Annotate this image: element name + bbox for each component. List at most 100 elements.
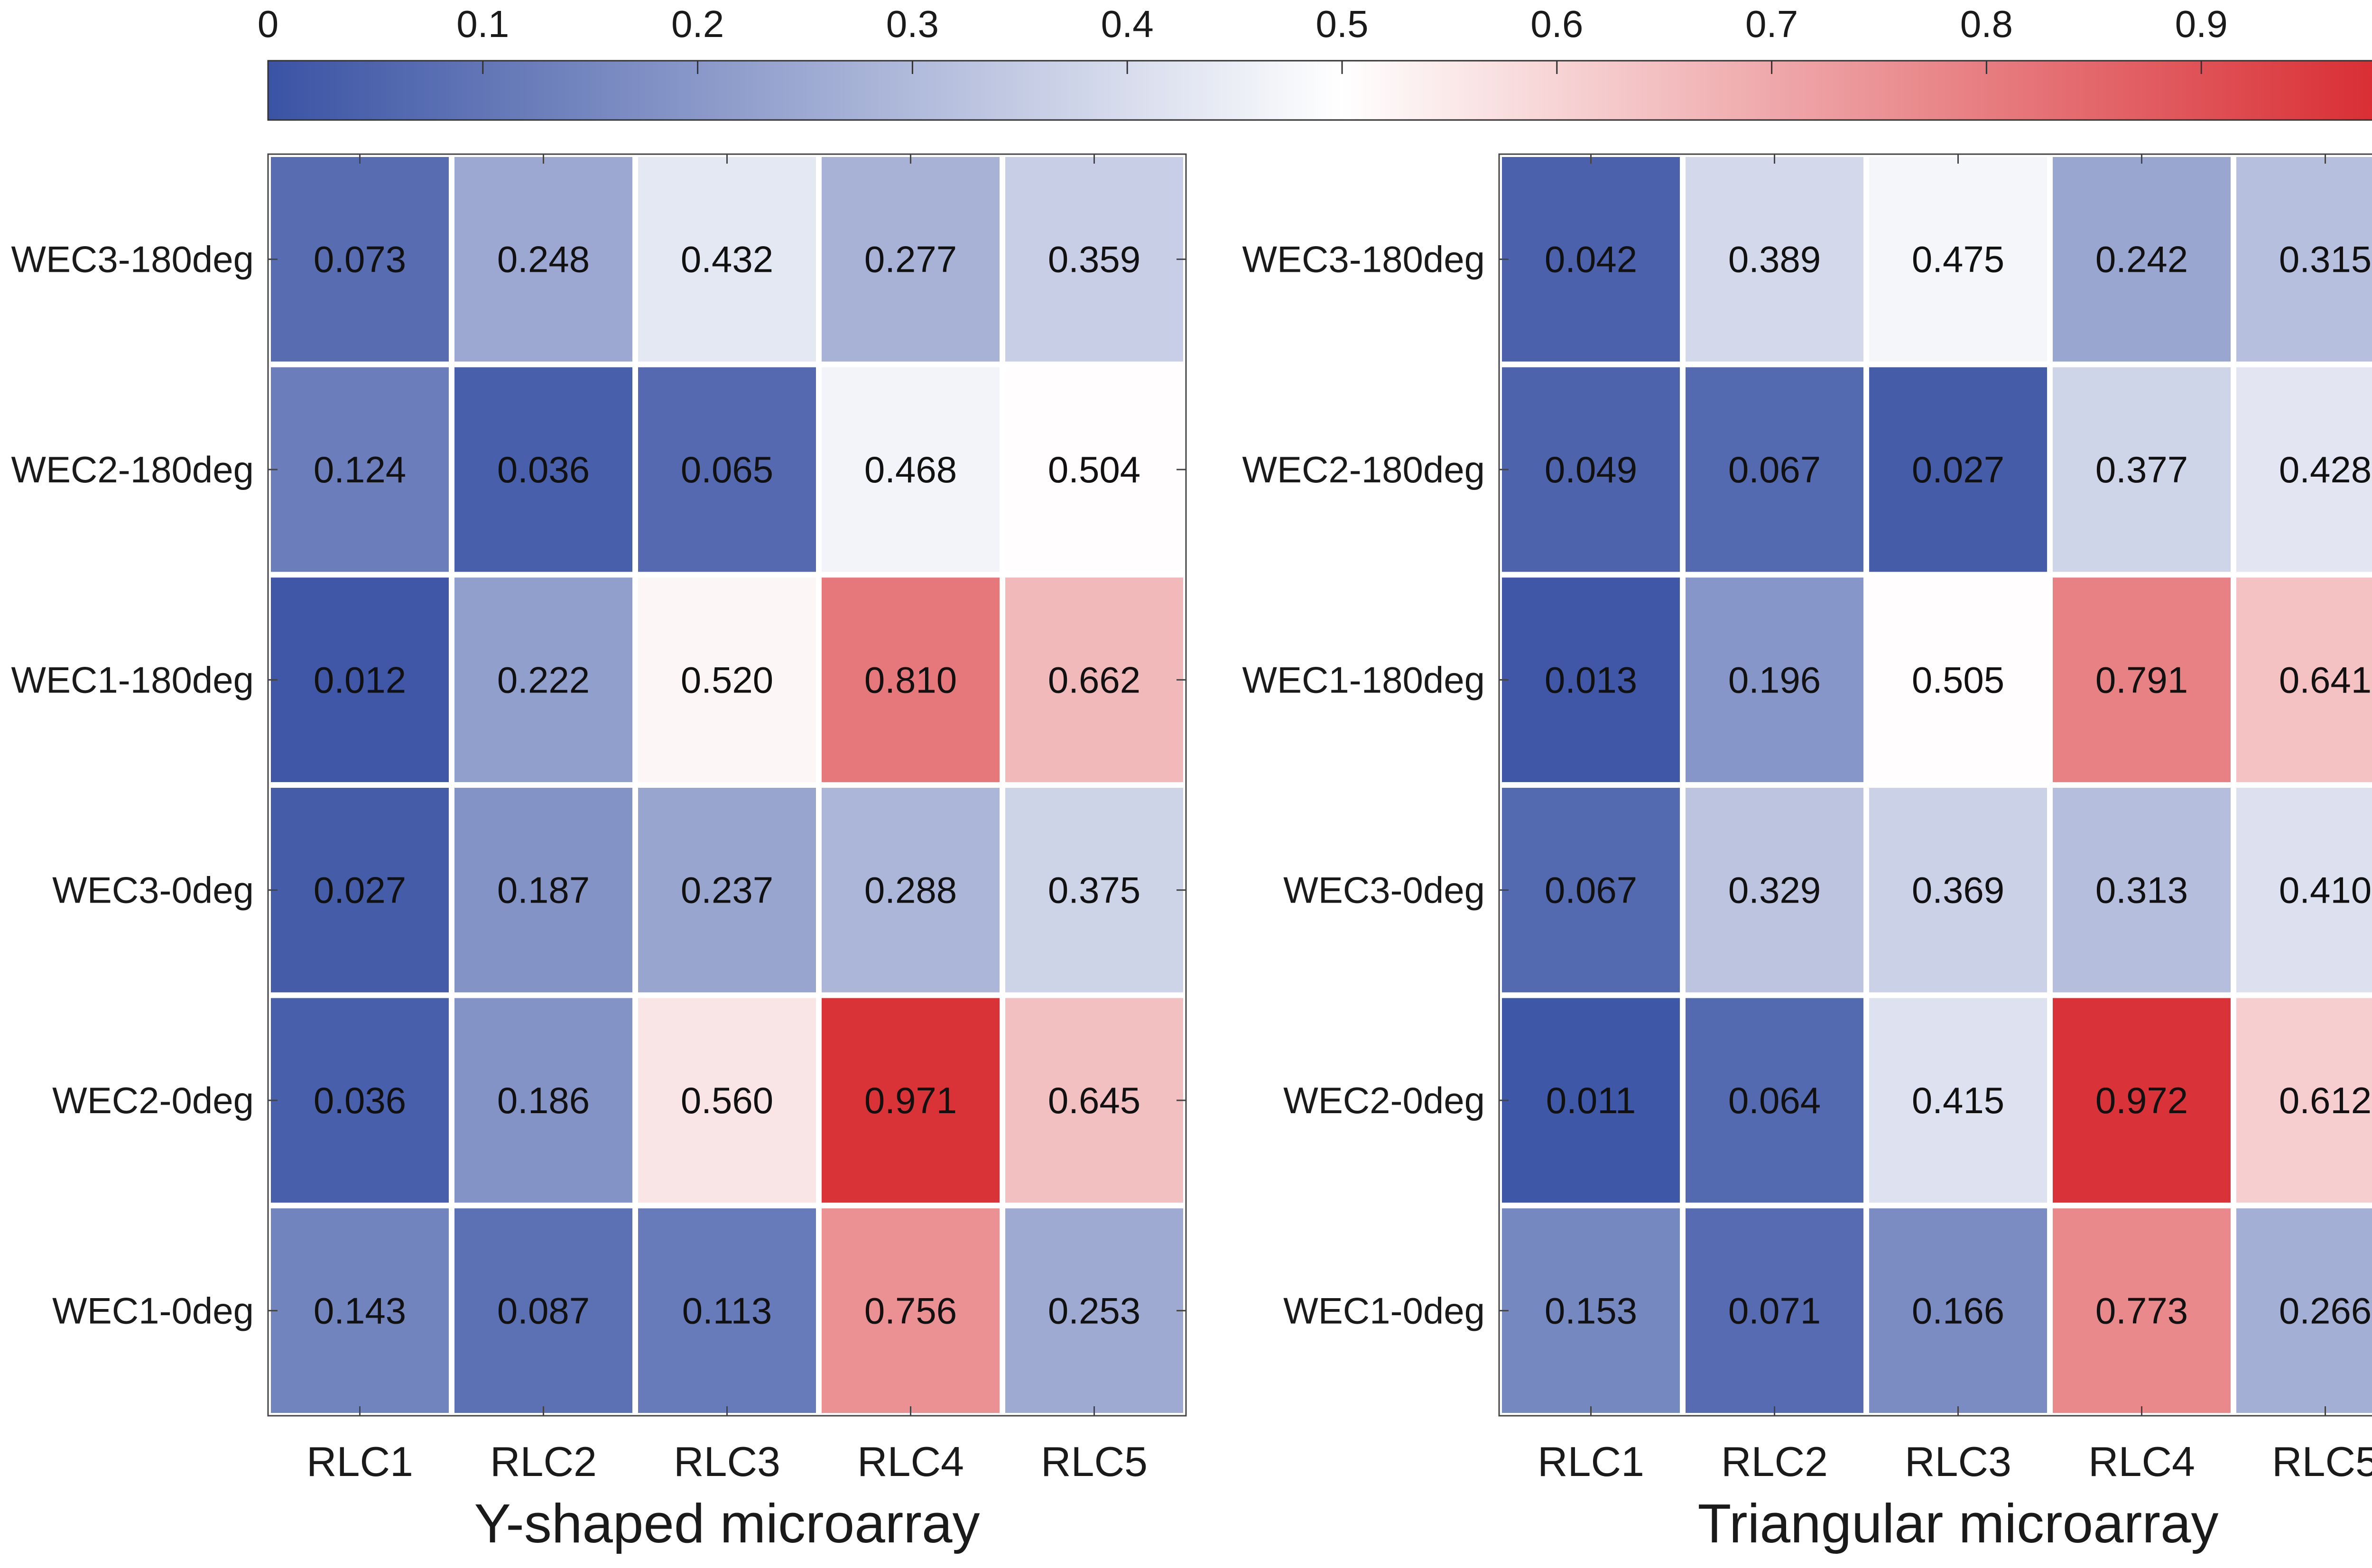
heatmap-cell — [1869, 367, 2047, 572]
heatmap-cell — [1686, 1208, 1863, 1413]
cell-value-label: 0.036 — [497, 449, 590, 490]
cell-value-label: 0.064 — [1728, 1079, 1821, 1121]
heatmap-cell — [1005, 788, 1183, 993]
y-tick-label: WEC1-180deg — [1242, 659, 1485, 701]
heatmap-cell — [271, 157, 449, 362]
y-tick-label: WEC3-0deg — [1283, 869, 1485, 911]
cell-value-label: 0.067 — [1545, 869, 1637, 911]
heatmap-cell — [2236, 157, 2372, 362]
colorbar-tick-label: 0.8 — [1960, 3, 2013, 45]
heatmap-cell — [2236, 367, 2372, 572]
heatmap-cell — [1005, 1208, 1183, 1413]
x-tick-label: RLC3 — [1905, 1438, 2011, 1485]
cell-value-label: 0.011 — [1546, 1079, 1636, 1121]
heatmap-cell — [454, 577, 632, 782]
heatmap-cell — [2053, 1208, 2231, 1413]
heatmap-cell — [1005, 577, 1183, 782]
heatmap-cell — [638, 1208, 816, 1413]
heatmap-cell — [1686, 367, 1863, 572]
cell-value-label: 0.036 — [314, 1079, 406, 1121]
cell-value-label: 0.065 — [681, 449, 773, 490]
cell-value-label: 0.248 — [497, 239, 590, 280]
x-tick-label: RLC1 — [306, 1438, 413, 1485]
cell-value-label: 0.253 — [1048, 1290, 1140, 1331]
heatmap-cell — [271, 1208, 449, 1413]
cell-value-label: 0.288 — [864, 869, 957, 911]
heatmap-cell — [454, 367, 632, 572]
cell-value-label: 0.971 — [864, 1079, 957, 1121]
colorbar-tick-label: 0 — [258, 3, 279, 45]
colorbar-tick-label: 0.3 — [886, 3, 939, 45]
heatmap-cell — [2236, 998, 2372, 1203]
colorbar-tick-label: 0.7 — [1745, 3, 1798, 45]
heatmap-cell — [454, 1208, 632, 1413]
x-tick-label: RLC4 — [857, 1438, 964, 1485]
y-tick-label: WEC3-180deg — [11, 239, 254, 280]
cell-value-label: 0.266 — [2279, 1290, 2372, 1331]
cell-value-label: 0.377 — [2095, 449, 2188, 490]
y-tick-label: WEC2-180deg — [11, 449, 254, 490]
heatmap-cell — [1869, 998, 2047, 1203]
heatmap-cell — [638, 577, 816, 782]
cell-value-label: 0.773 — [2095, 1290, 2188, 1331]
x-tick-label: RLC1 — [1538, 1438, 1644, 1485]
cell-value-label: 0.468 — [864, 449, 957, 490]
colorbar-tick-label: 0.9 — [2175, 3, 2228, 45]
heatmap-cell — [454, 788, 632, 993]
heatmap-cell — [638, 788, 816, 993]
y-tick-label: WEC2-0deg — [52, 1079, 254, 1121]
heatmap-cell — [1502, 157, 1680, 362]
colorbar-tick-label: 0.6 — [1530, 3, 1583, 45]
cell-value-label: 0.166 — [1912, 1290, 2004, 1331]
cell-value-label: 0.242 — [2095, 239, 2188, 280]
cell-value-label: 0.641 — [2279, 659, 2372, 701]
cell-value-label: 0.313 — [2095, 869, 2188, 911]
heatmap-panel: 0.073 0.248 0.432 0.277 0.359 0.124 0.036 0.065… — [11, 153, 1187, 1554]
heatmap-cell — [1502, 788, 1680, 993]
cell-value-label: 0.756 — [864, 1290, 957, 1331]
heatmap-panels: 0.073 0.248 0.432 0.277 0.359 0.124 0.036 0.065… — [11, 153, 2372, 1554]
cell-value-label: 0.067 — [1728, 449, 1821, 490]
heatmap-cell — [1502, 577, 1680, 782]
cell-value-label: 0.520 — [681, 659, 773, 701]
cell-value-label: 0.277 — [864, 239, 957, 280]
cell-value-label: 0.013 — [1545, 659, 1637, 701]
heatmap-cell — [1869, 1208, 2047, 1413]
colorbar-tick-label: 0.5 — [1316, 3, 1368, 45]
cell-value-label: 0.042 — [1545, 239, 1637, 280]
cell-value-label: 0.810 — [864, 659, 957, 701]
heatmap-cell — [822, 157, 1000, 362]
cell-value-label: 0.237 — [681, 869, 773, 911]
heatmap-cell — [2236, 1208, 2372, 1413]
heatmap-cell — [2053, 788, 2231, 993]
heatmap-cell — [454, 157, 632, 362]
heatmap-cell — [1869, 788, 2047, 993]
heatmap-cell — [1686, 788, 1863, 993]
y-tick-label: WEC1-180deg — [11, 659, 254, 701]
heatmap-cell — [271, 367, 449, 572]
cell-value-label: 0.196 — [1728, 659, 1821, 701]
cell-value-label: 0.428 — [2279, 449, 2372, 490]
heatmap-cell — [1005, 998, 1183, 1203]
y-tick-label: WEC3-180deg — [1242, 239, 1485, 280]
cell-value-label: 0.972 — [2095, 1079, 2188, 1121]
x-axis-label: Y-shaped microarray — [474, 1493, 980, 1554]
heatmap-cell — [454, 998, 632, 1203]
cell-value-label: 0.187 — [497, 869, 590, 911]
cell-value-label: 0.504 — [1048, 449, 1140, 490]
heatmap-cell — [271, 998, 449, 1203]
y-tick-label: WEC2-0deg — [1283, 1079, 1485, 1121]
y-tick-label: WEC1-0deg — [52, 1290, 254, 1331]
cell-value-label: 0.071 — [1728, 1290, 1821, 1331]
cell-value-label: 0.012 — [314, 659, 406, 701]
heatmap-cell — [2053, 577, 2231, 782]
cell-value-label: 0.315 — [2279, 239, 2372, 280]
y-tick-label: WEC1-0deg — [1283, 1290, 1485, 1331]
heatmap-cell — [1502, 998, 1680, 1203]
y-tick-label: WEC2-180deg — [1242, 449, 1485, 490]
x-tick-label: RLC4 — [2088, 1438, 2195, 1485]
cell-value-label: 0.143 — [314, 1290, 406, 1331]
cell-value-label: 0.560 — [681, 1079, 773, 1121]
cell-value-label: 0.153 — [1545, 1290, 1637, 1331]
